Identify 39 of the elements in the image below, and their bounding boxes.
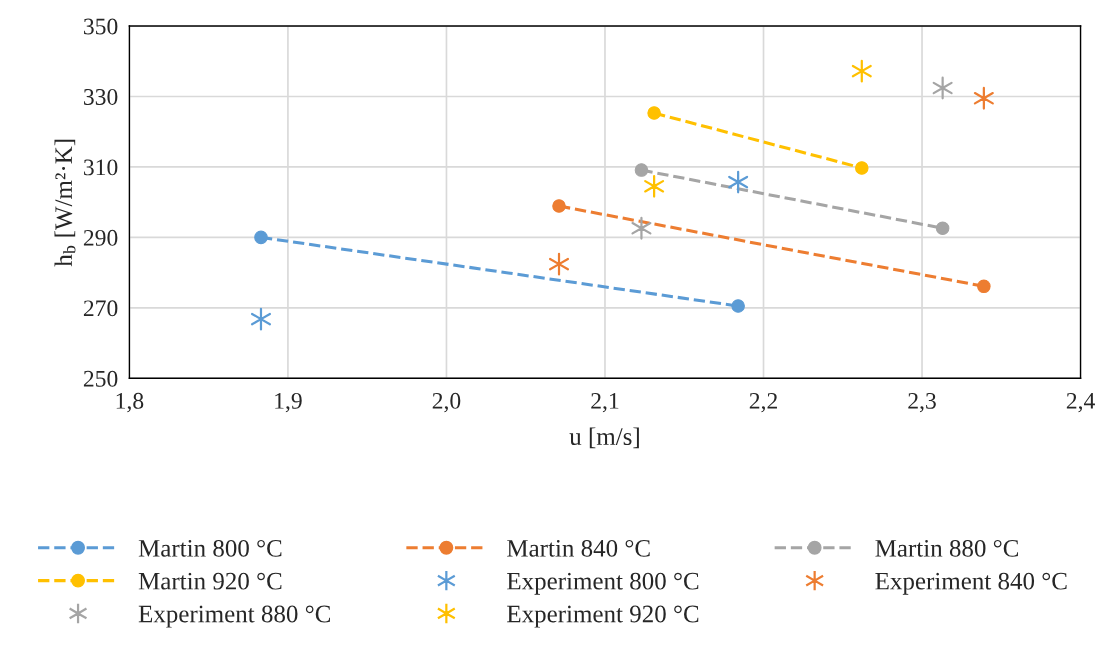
x-tick-label: 1,9 (275, 392, 302, 413)
point (647, 106, 661, 120)
legend-label: Experiment 880 °C (138, 605, 330, 628)
legend-label: Martin 880 °C (875, 539, 1018, 557)
y-tick-label: 250 (83, 370, 118, 387)
y-tick-label: 290 (83, 229, 118, 246)
legend-label: Martin 920 °C (138, 572, 282, 590)
x-tick-label: 1,8 (116, 392, 144, 413)
point (935, 221, 950, 235)
point (644, 174, 665, 198)
legend-label: Experiment 800 °C (507, 572, 699, 595)
point (254, 230, 268, 245)
point (728, 170, 749, 194)
point (932, 76, 953, 100)
x-axis-title: u [m/s] (569, 427, 639, 449)
y-tick-label: 270 (83, 300, 118, 317)
point (851, 59, 872, 83)
y-tick-label: 330 (84, 88, 118, 105)
point (548, 252, 570, 276)
y-axis-title: h$_{b}$ [W/m²·K] (54, 139, 76, 267)
point (250, 307, 272, 331)
point (631, 216, 652, 240)
legend-label: Martin 840 °C (507, 539, 650, 557)
y-tick-label: 310 (84, 159, 118, 176)
x-tick-label: 2,3 (908, 392, 936, 413)
point (634, 163, 649, 177)
point (552, 199, 566, 213)
x-tick-label: 2,0 (432, 392, 461, 413)
legend-label: Martin 800 °C (138, 539, 282, 557)
x-tick-label: 2,4 (1066, 392, 1095, 413)
legend-label: Experiment 840 °C (875, 572, 1067, 595)
point (855, 161, 869, 175)
point (973, 86, 994, 110)
point (731, 299, 745, 313)
point (977, 279, 991, 294)
x-tick-label: 2,2 (749, 392, 777, 413)
x-tick-label: 2,1 (591, 392, 619, 413)
legend-label: Experiment 920 °C (507, 605, 699, 628)
y-tick-label: 350 (84, 18, 118, 35)
